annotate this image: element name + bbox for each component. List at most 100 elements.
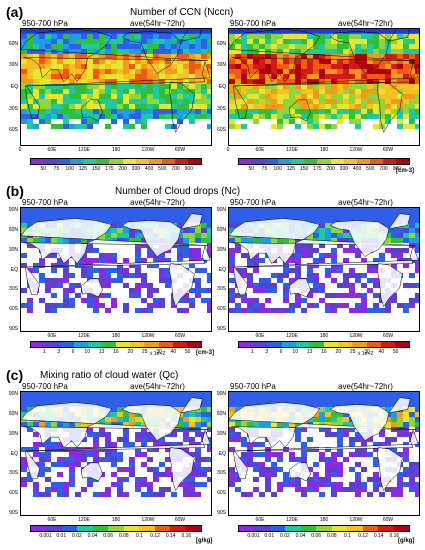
colorbar-segment [239, 159, 253, 164]
map-b-left-field [21, 208, 211, 331]
lat-tick-label: 60S [9, 490, 18, 497]
lon-tick-label: 180 [319, 147, 329, 153]
colorbar-segment [331, 526, 348, 531]
colorbar-tick-label: 25 [349, 349, 356, 355]
continent-outline [329, 31, 390, 75]
colorbar-segment [57, 159, 71, 164]
colorbar-tick-label: 6 [71, 349, 75, 355]
continent-outline [388, 213, 411, 230]
colorbar-tick-label: 0.16 [181, 533, 192, 539]
colorbar-b-right [238, 341, 410, 348]
lon-tick-label: 120E [286, 147, 298, 153]
colorbar-segment [158, 342, 173, 347]
panel-b-left-level: 950-700 hPa [22, 198, 68, 207]
colorbar-tick-label: 0.1 [135, 533, 143, 539]
continent-outline [81, 278, 103, 298]
colorbar-segment [393, 526, 409, 531]
panel-a-left-level: 950-700 hPa [22, 19, 68, 28]
lat-tick-label: 30N [8, 430, 18, 437]
continent-outline [121, 220, 182, 257]
lon-tick-label: 0 [226, 147, 230, 153]
colorbar-tick-label: 10 [84, 349, 91, 355]
lat-tick-label: EQ [218, 266, 226, 273]
colorbar-segment [109, 159, 123, 164]
colorbar-tick-label: 13 [98, 349, 105, 355]
colorbar-segment [148, 159, 162, 164]
continent-outline [232, 245, 419, 296]
continent-outline [289, 278, 311, 298]
colorbar-tick-label: 175 [105, 166, 114, 172]
lon-tick-label: 120E [286, 333, 298, 339]
lon-tick-label: 60W [382, 333, 394, 339]
lat-tick-label: EQ [218, 84, 226, 90]
colorbar-tick-label: 20 [127, 349, 134, 355]
colorbar-c-right [238, 525, 410, 532]
continent-outline [180, 29, 202, 42]
colorbar-tick-label: 50 [392, 349, 399, 355]
unit-c-left: [g/kg] [196, 538, 213, 544]
lat-tick-label: 90N [8, 391, 18, 397]
colorbar-tick-label: 100 [273, 166, 282, 172]
lat-tick-label: 90S [217, 510, 226, 516]
colorbar-tick-label: 16 [113, 349, 119, 355]
colorbar-segment [122, 159, 136, 164]
lon-tick-label: 60W [174, 147, 186, 153]
colorbar-tick-label: 50 [40, 166, 46, 172]
continent-outline [329, 220, 390, 257]
colorbar-tick-label: 175 [313, 166, 322, 172]
colorbar-tick-label: 900 [184, 166, 193, 172]
continent-outline [232, 60, 419, 119]
colorbar-segment [170, 526, 186, 531]
lon-tick-label: 60E [47, 517, 57, 523]
colorbar-segment [31, 159, 45, 164]
lat-tick-label: 30S [9, 470, 18, 477]
lon-tick-label: 120W [349, 147, 363, 153]
continent-outline [21, 218, 208, 264]
lat-tick-label: 60N [216, 410, 226, 417]
lat-tick-label: 30N [8, 246, 18, 253]
colorbar-tick-label: 0.14 [165, 533, 176, 539]
continent-outline [169, 81, 195, 134]
panel-c-right-ave: ave(54hr~72hr) [338, 382, 393, 391]
colorbar-tick-label: 50 [248, 166, 254, 172]
colorbar-segment [139, 526, 155, 531]
colorbar-segment [278, 159, 292, 164]
continent-outline [21, 29, 208, 83]
lat-tick-label: 90N [216, 391, 226, 397]
colorbar-segment [83, 159, 97, 164]
colorbar-segment [338, 342, 353, 347]
lat-tick-label: 60N [8, 226, 18, 233]
panel-a-letter: (a) [6, 4, 24, 20]
panel-a-right-ave: ave(54hr~72hr) [338, 19, 393, 28]
lat-tick-label: 90N [216, 207, 226, 213]
panel-a-left-ave: ave(54hr~72hr) [130, 19, 185, 28]
lon-tick-label: 120W [141, 147, 155, 153]
colorbar-segment [77, 526, 93, 531]
panel-a-title: Number of CCN (Nccn) [130, 7, 234, 18]
continent-outline [81, 462, 103, 482]
colorbar-a-left [30, 158, 202, 165]
colorbar-segment [378, 526, 394, 531]
colorbar-segment [347, 526, 363, 531]
colorbar-tick-label: 0.12 [358, 533, 368, 539]
colorbar-segment [352, 342, 367, 347]
lat-tick-label: 30S [217, 105, 226, 112]
colorbar-segment [366, 342, 381, 347]
colorbar-tick-label: 0.12 [150, 533, 160, 539]
map-c-left-field [21, 392, 211, 515]
colorbar-segment [130, 342, 145, 347]
continent-outline [81, 99, 103, 122]
lat-tick-label: 90S [9, 326, 18, 332]
colorbar-segment [309, 342, 325, 347]
lat-tick-label: 90S [217, 326, 226, 332]
colorbar-c-left [30, 525, 202, 532]
continent-outline [169, 447, 195, 492]
colorbar-segment [324, 342, 339, 347]
continent-outline [289, 462, 311, 482]
continent-outline [229, 218, 416, 264]
panel-b-right-ave: ave(54hr~72hr) [338, 198, 393, 207]
lon-tick-label: 120E [78, 517, 90, 523]
colorbar-segment [92, 526, 109, 531]
colorbar-tick-label: 6 [279, 349, 283, 355]
colorbar-segment [45, 342, 60, 347]
